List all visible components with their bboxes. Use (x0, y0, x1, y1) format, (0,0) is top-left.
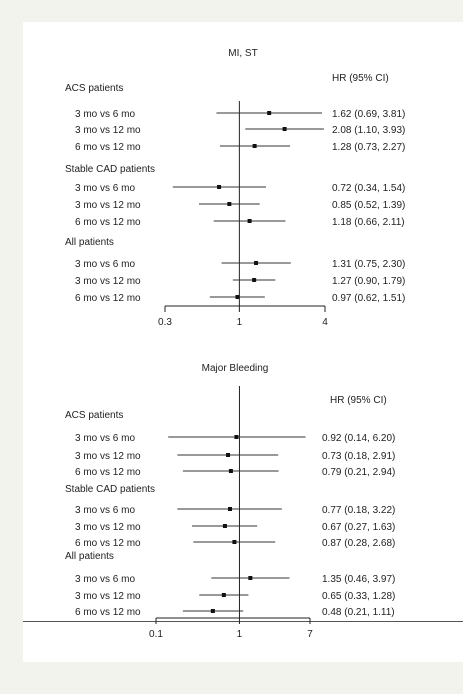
panel-1-hr-value: 2.08 (1.10, 3.93) (332, 125, 405, 136)
panel-1-row-label: 6 mo vs 12 mo (75, 142, 141, 153)
panel-1-point-estimate (227, 202, 232, 206)
panel-2-hr-value: 0.67 (0.27, 1.63) (322, 522, 395, 533)
panel-1-row-label: 3 mo vs 12 mo (75, 200, 141, 211)
figure-panel (23, 22, 463, 662)
panel-1-x-tick-label: 0.3 (158, 317, 172, 328)
panel-1-point-estimate (282, 127, 287, 131)
panel-2-hr-value: 0.48 (0.21, 1.11) (322, 607, 395, 618)
panel-2-point-estimate (227, 507, 232, 511)
panel-1-hr-value: 0.72 (0.34, 1.54) (332, 183, 405, 194)
panel-1-row-label: 3 mo vs 12 mo (75, 276, 141, 287)
panel-2-hr-value: 0.77 (0.18, 3.22) (322, 505, 395, 516)
panel-1-row-label: 3 mo vs 6 mo (75, 183, 135, 194)
panel-2-x-tick-label: 0.1 (149, 629, 163, 640)
panel-1-title: MI, ST (228, 48, 257, 59)
panel-2-title: Major Bleeding (202, 363, 269, 374)
panel-1-column-header: HR (95% CI) (332, 73, 389, 84)
panel-1-row-label: 3 mo vs 6 mo (75, 109, 135, 120)
panel-1-hr-value: 1.62 (0.69, 3.81) (332, 109, 405, 120)
panel-1-hr-value: 0.85 (0.52, 1.39) (332, 200, 405, 211)
panel-1-x-tick-label: 1 (237, 317, 243, 328)
panel-2-row-label: 3 mo vs 12 mo (75, 522, 141, 533)
panel-2-column-header: HR (95% CI) (330, 395, 387, 406)
panel-2-x-tick-label: 7 (307, 629, 313, 640)
panel-2-group-label: ACS patients (65, 410, 123, 421)
panel-2-hr-value: 0.79 (0.21, 2.94) (322, 467, 395, 478)
panel-2-row-label: 3 mo vs 6 mo (75, 433, 135, 444)
panel-2-row-label: 3 mo vs 12 mo (75, 591, 141, 602)
panel-2-point-estimate (222, 524, 227, 528)
panel-1-point-estimate (252, 278, 257, 282)
panel-2-row-label: 6 mo vs 12 mo (75, 538, 141, 549)
panel-2-point-estimate (248, 576, 253, 580)
panel-1-hr-value: 1.27 (0.90, 1.79) (332, 276, 405, 287)
panel-1-point-estimate (252, 144, 257, 148)
panel-2-hr-value: 0.65 (0.33, 1.28) (322, 591, 395, 602)
panel-2-x-tick-label: 1 (237, 629, 243, 640)
bottom-rule (23, 621, 463, 622)
panel-2-row-label: 3 mo vs 12 mo (75, 451, 141, 462)
panel-2-row-label: 6 mo vs 12 mo (75, 607, 141, 618)
panel-1-row-label: 3 mo vs 12 mo (75, 125, 141, 136)
panel-1-point-estimate (235, 295, 240, 299)
panel-1-hr-value: 1.28 (0.73, 2.27) (332, 142, 405, 153)
panel-2-hr-value: 1.35 (0.46, 3.97) (322, 574, 395, 585)
panel-1-group-label: Stable CAD patients (65, 164, 155, 175)
panel-1-point-estimate (267, 111, 272, 115)
panel-2-row-label: 6 mo vs 12 mo (75, 467, 141, 478)
panel-2-point-estimate (228, 469, 233, 473)
panel-2-hr-value: 0.87 (0.28, 2.68) (322, 538, 395, 549)
panel-2-point-estimate (210, 609, 215, 613)
panel-2-hr-value: 0.92 (0.14, 6.20) (322, 433, 395, 444)
panel-2-point-estimate (221, 593, 226, 597)
panel-1-hr-value: 0.97 (0.62, 1.51) (332, 293, 405, 304)
panel-1-hr-value: 1.31 (0.75, 2.30) (332, 259, 405, 270)
panel-2-point-estimate (226, 453, 231, 457)
panel-2-group-label: Stable CAD patients (65, 484, 155, 495)
panel-1-hr-value: 1.18 (0.66, 2.11) (332, 217, 405, 228)
panel-1-point-estimate (217, 185, 222, 189)
panel-2-hr-value: 0.73 (0.18, 2.91) (322, 451, 395, 462)
panel-1-row-label: 6 mo vs 12 mo (75, 217, 141, 228)
panel-2-group-label: All patients (65, 551, 114, 562)
panel-2-row-label: 3 mo vs 6 mo (75, 574, 135, 585)
panel-2-row-label: 3 mo vs 6 mo (75, 505, 135, 516)
panel-1-x-tick-label: 4 (322, 317, 328, 328)
panel-1-group-label: All patients (65, 237, 114, 248)
panel-2-point-estimate (234, 435, 239, 439)
panel-1-group-label: ACS patients (65, 83, 123, 94)
panel-1-point-estimate (254, 261, 259, 265)
panel-1-row-label: 6 mo vs 12 mo (75, 293, 141, 304)
panel-2-point-estimate (232, 540, 237, 544)
panel-1-row-label: 3 mo vs 6 mo (75, 259, 135, 270)
panel-1-point-estimate (247, 219, 252, 223)
